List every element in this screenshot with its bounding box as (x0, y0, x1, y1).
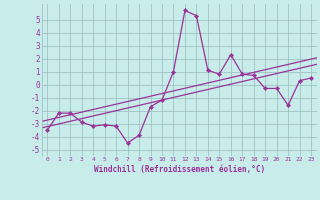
X-axis label: Windchill (Refroidissement éolien,°C): Windchill (Refroidissement éolien,°C) (94, 165, 265, 174)
